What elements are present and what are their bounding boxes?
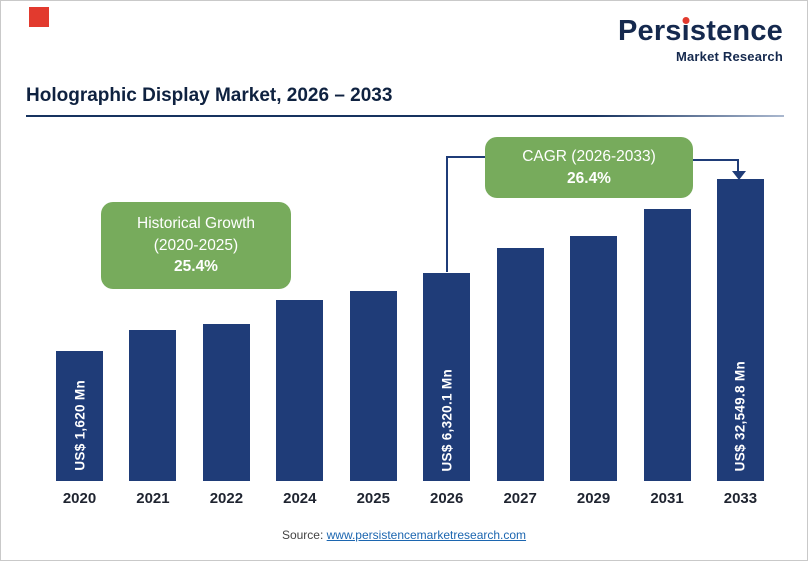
title-divider	[26, 115, 784, 117]
bar-column: 2027	[496, 179, 544, 507]
logo-subtitle: Market Research	[675, 49, 783, 64]
callout-line1: Historical Growth	[137, 215, 255, 232]
red-corner-mark	[29, 7, 49, 27]
bar-2021	[129, 330, 177, 481]
bar-column: 2024	[276, 179, 324, 507]
bar-2020: US$ 1,620 Mn	[56, 351, 103, 481]
bar-chart: US$ 1,620 Mn 2020 2021 2022 2024 2025 US$ 6,32…	[56, 179, 764, 507]
logo-wordmark: Persistence	[618, 17, 783, 46]
cagr-connector-right	[693, 159, 739, 172]
logo-text-part: Pers	[617, 15, 682, 47]
cagr-callout: CAGR (2026-2033) 26.4%	[485, 137, 693, 199]
x-axis-label: 2024	[283, 490, 317, 507]
pmr-logo: Persistence Market Research	[618, 17, 783, 65]
bar-2025	[349, 290, 397, 481]
bar-2033: US$ 32,549.8 Mn	[716, 179, 764, 481]
source-link[interactable]: www.persistencemarketresearch.com	[326, 528, 527, 542]
source-label: Source:	[281, 528, 324, 542]
page-title: Holographic Display Market, 2026 – 2033	[26, 85, 393, 106]
x-axis-label: 2026	[430, 490, 464, 507]
x-axis-label: 2025	[356, 490, 390, 507]
callout-value: 26.4%	[567, 169, 611, 187]
callout-value: 25.4%	[174, 258, 218, 276]
bar-column: US$ 1,620 Mn 2020	[56, 179, 103, 507]
callout-line2: (2020-2025)	[153, 236, 239, 254]
bar-value-label: US$ 1,620 Mn	[72, 380, 87, 471]
bar-column: 2022	[202, 179, 250, 507]
bar-value-label: US$ 6,320.1 Mn	[439, 368, 455, 472]
x-axis-label: 2033	[723, 490, 758, 507]
logo-red-dot-i: i	[681, 15, 690, 47]
bar-2029	[570, 236, 618, 481]
x-axis-label: 2027	[503, 490, 537, 507]
logo-text-part: stence	[689, 15, 783, 47]
x-axis-label: 2020	[62, 490, 97, 507]
bar-2024	[276, 299, 324, 481]
bar-2031	[643, 209, 691, 481]
bar-value-label: US$ 32,549.8 Mn	[732, 360, 748, 471]
bar-column: US$ 6,320.1 Mn 2026	[423, 179, 471, 507]
bar-2027	[496, 248, 544, 481]
callout-line1: CAGR (2026-2033)	[522, 148, 656, 165]
bar-column: 2031	[643, 179, 691, 507]
cagr-arrowhead-icon	[732, 171, 746, 180]
bars-container: US$ 1,620 Mn 2020 2021 2022 2024 2025 US$ 6,32…	[56, 179, 764, 507]
x-axis-label: 2022	[209, 490, 244, 507]
bar-2026: US$ 6,320.1 Mn	[423, 272, 471, 481]
bar-column: US$ 32,549.8 Mn 2033	[716, 179, 764, 507]
source-line: Source: www.persistencemarketresearch.co…	[1, 528, 807, 542]
cagr-connector-left	[446, 156, 485, 272]
bar-column: 2029	[570, 179, 618, 507]
bar-column: 2025	[349, 179, 397, 507]
bar-column: 2021	[129, 179, 177, 507]
historical-growth-callout: Historical Growth (2020-2025) 25.4%	[101, 202, 291, 290]
x-axis-label: 2021	[136, 490, 170, 507]
x-axis-label: 2031	[650, 490, 684, 507]
x-axis-label: 2029	[576, 490, 611, 507]
bar-2022	[202, 323, 250, 481]
